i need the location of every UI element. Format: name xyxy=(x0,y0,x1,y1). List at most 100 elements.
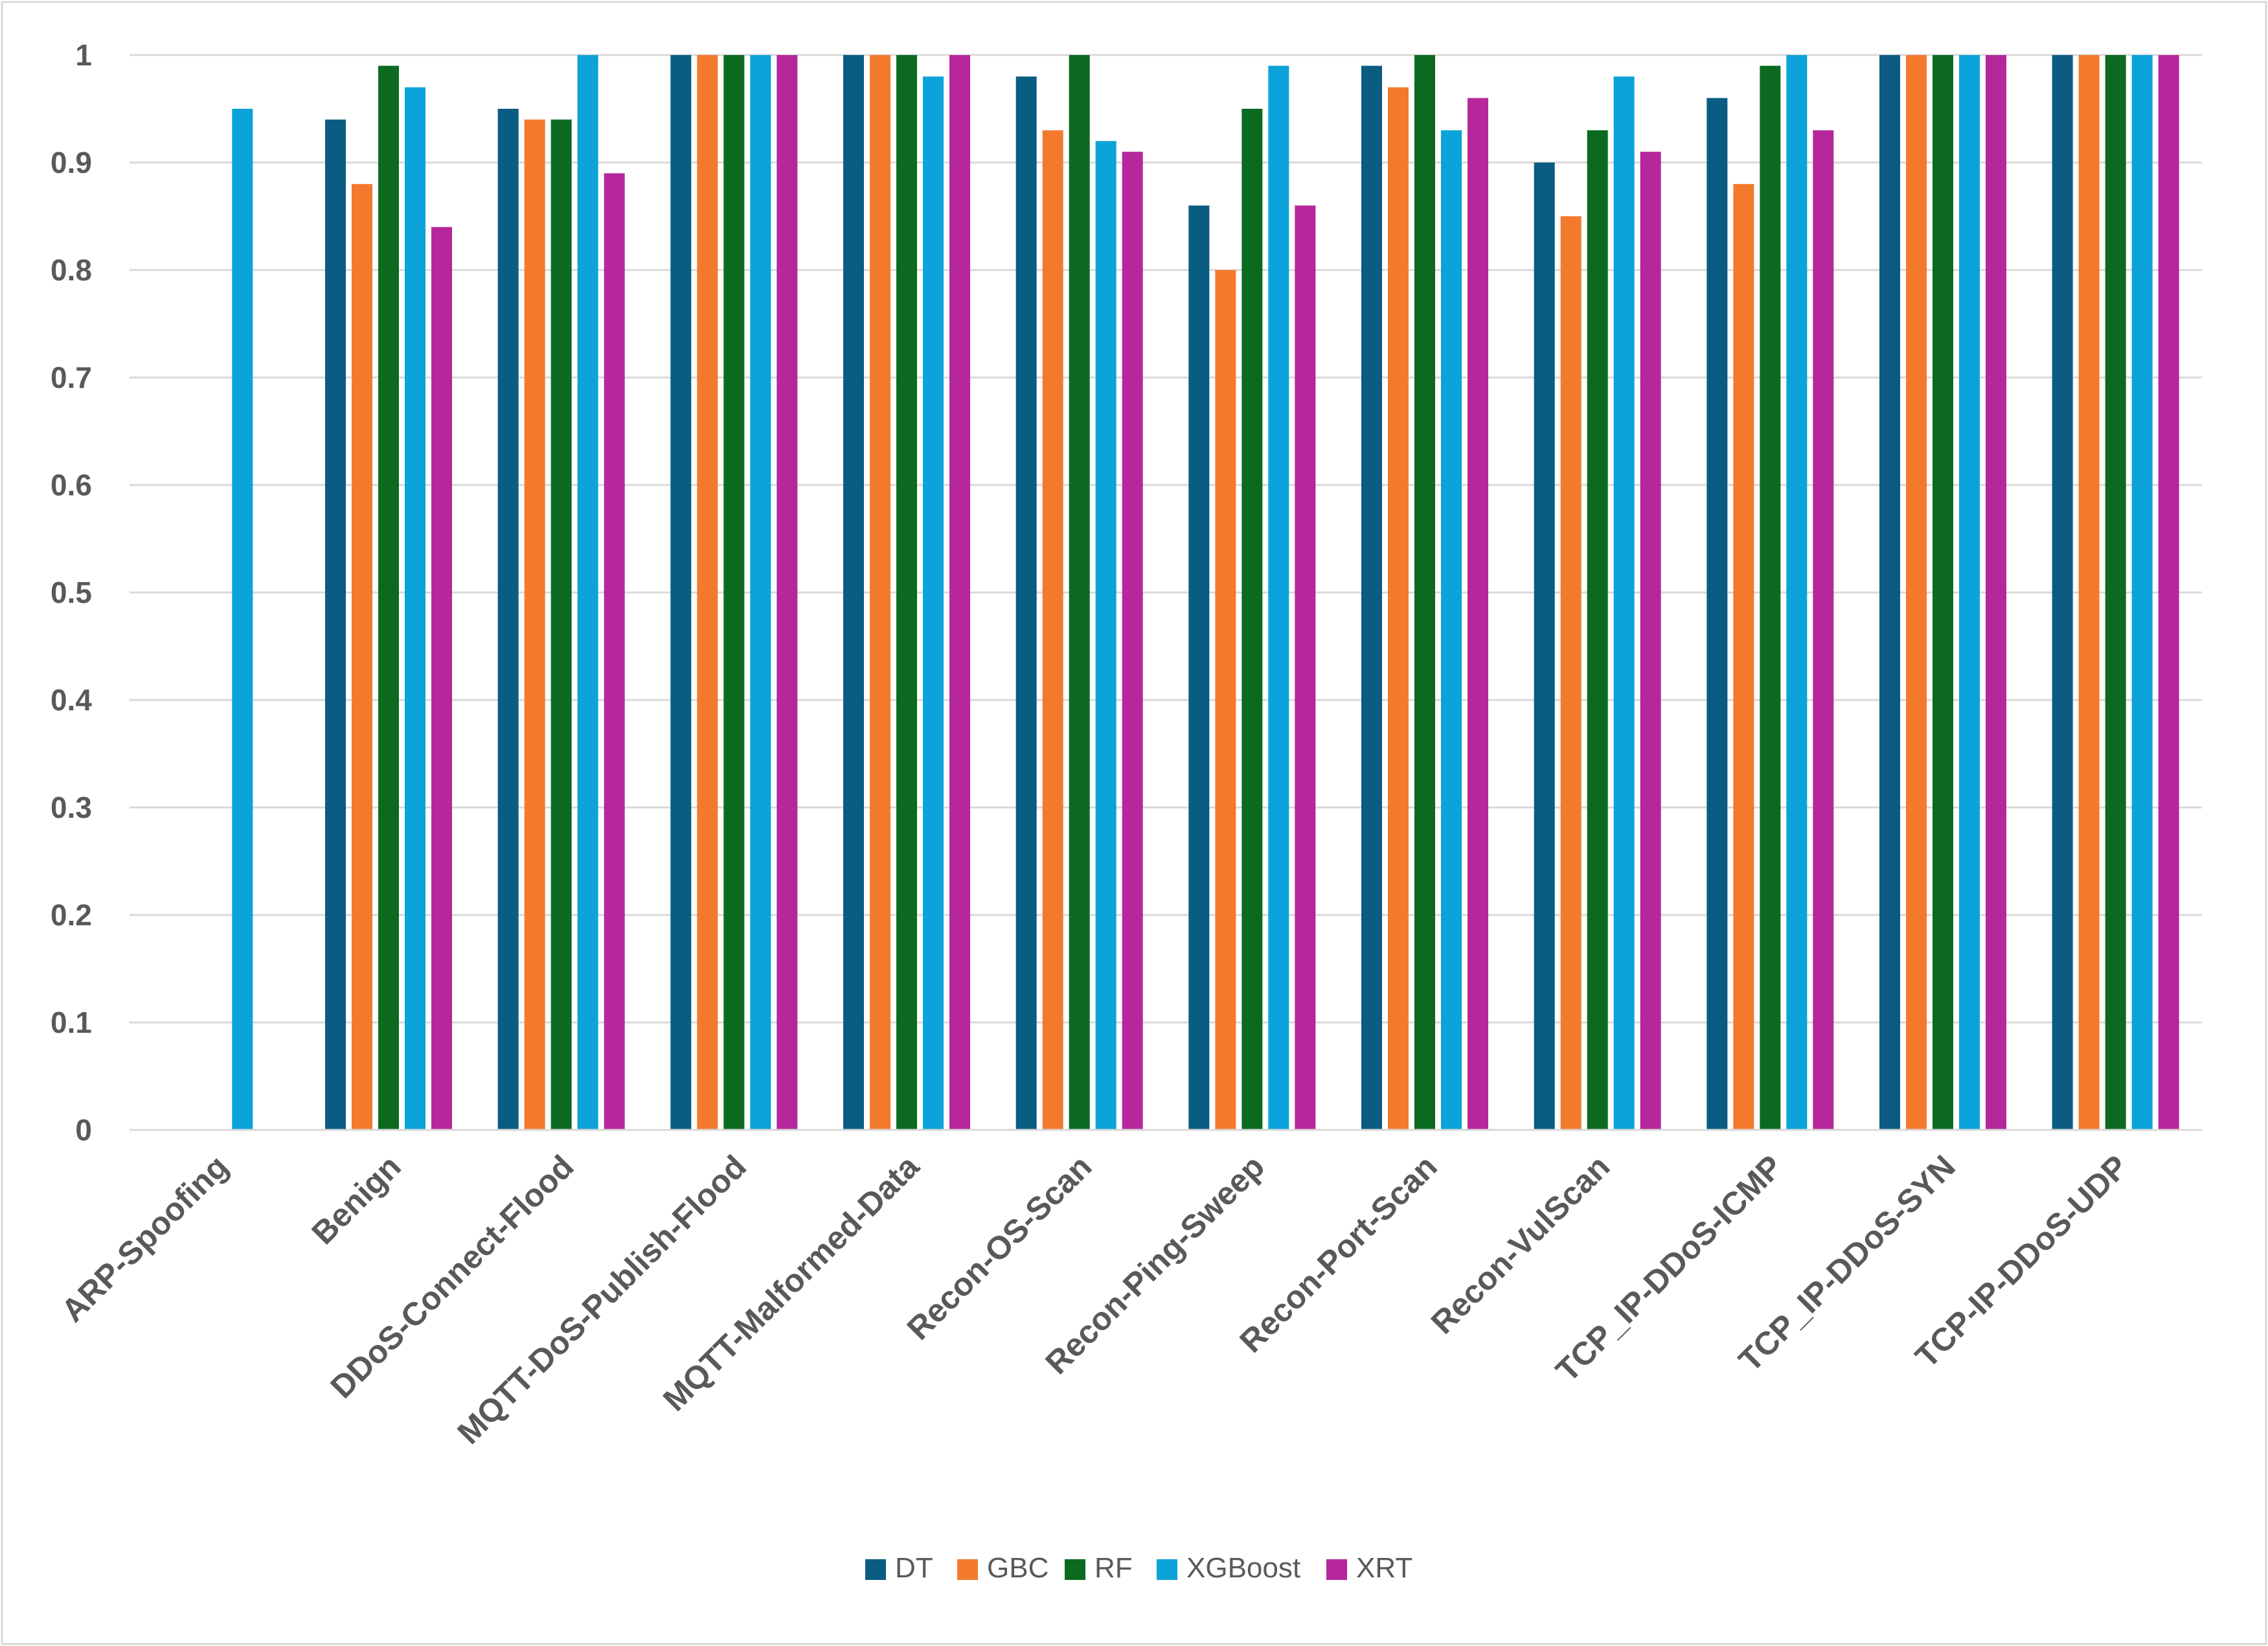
gridlines xyxy=(130,54,2202,1024)
bar-xrt: XRT — TCP_IP-DDoS-ICMP: 0.93 xyxy=(1813,130,1834,1131)
bars: XGBoost — ARP-Spoofing: 0.95 DT — Benign:… xyxy=(232,55,2179,1131)
bar-gbc: GBC — Recon-VulScan: 0.85 xyxy=(1560,216,1582,1130)
bar-xgboost: XGBoost — MQTT-DoS-Publish-Flood: 1 xyxy=(750,55,771,1130)
bar-dt: DT — DDoS-Connect-Flood: 0.95 xyxy=(497,109,519,1130)
legend-label: XRT xyxy=(1356,1552,1412,1584)
bar-group: DT — Recon-Port-Scan: 0.99 GBC — Recon-Po… xyxy=(1361,55,1488,1131)
bar-xrt: XRT — Benign: 0.84 xyxy=(431,227,452,1131)
bar-group: DT — DDoS-Connect-Flood: 0.95GBC — DDoS-… xyxy=(497,55,625,1131)
legend-swatch xyxy=(1326,1559,1347,1580)
legend-item-gbc[interactable]: GBC xyxy=(957,1552,1049,1584)
bar-rf: RF — TCP-IP-DDoS-UDP: 1 xyxy=(2105,55,2126,1130)
bar-group: DT — TCP-IP-DDoS-UDP: 1GBC — TCP-IP-DDoS… xyxy=(2052,55,2179,1130)
bar-xgboost: XGBoost — TCP_IP-DDoS-ICMP: 1 xyxy=(1786,55,1808,1130)
bar-rf: RF — Recon-Port-Scan: 1 xyxy=(1414,55,1435,1130)
bar-group: DT — TCP_IP-DDoS-ICMP: 0.96GBC — TCP_IP-… xyxy=(1707,55,1834,1131)
bar-group: DT — Recon-VulScan: 0.9GBC — Recon-VulSc… xyxy=(1534,76,1661,1131)
bar-gbc: GBC — Recon-Ping-Sweep: 0.8 xyxy=(1215,270,1236,1130)
y-tick-label: 0.5 xyxy=(51,576,92,609)
bar-xrt: XRT — MQTT-Malformed-Data: 1 xyxy=(949,55,970,1130)
legend-item-rf[interactable]: RF xyxy=(1065,1552,1133,1584)
y-tick-label: 0.2 xyxy=(51,898,92,932)
bar-rf: RF — Recon-VulScan: 0.93 xyxy=(1587,130,1608,1131)
legend-swatch xyxy=(957,1559,978,1580)
bar-gbc: GBC — Benign: 0.88 xyxy=(352,184,372,1131)
bar-group: DT — TCP_IP-DDoS-SYN: 1 GBC — TCP_IP-DDoS… xyxy=(1879,55,2006,1130)
bar-gbc: GBC — TCP-IP-DDoS-UDP: 1 xyxy=(2078,55,2100,1130)
bar-group: DT — Recon-OS-Scan: 0.98GBC — Recon-OS-S… xyxy=(1015,55,1143,1131)
bar-dt: DT — Recon-OS-Scan: 0.98 xyxy=(1015,76,1037,1131)
bar-rf: RF — TCP_IP-DDoS-ICMP: 0.99 xyxy=(1760,65,1781,1131)
bar-xgboost: XGBoost — Recon-VulScan: 0.98 xyxy=(1613,76,1635,1131)
bar-xrt: XRT — TCP-IP-DDoS-UDP: 1 xyxy=(2158,55,2179,1130)
y-tick-label: 1 xyxy=(75,38,92,72)
bar-xgboost: XGBoost — Recon-OS-Scan: 0.92 xyxy=(1095,141,1117,1130)
bar-gbc: GBC — Recon-OS-Scan: 0.93 xyxy=(1042,130,1063,1131)
y-tick-label: 0 xyxy=(75,1113,92,1147)
legend-item-dt[interactable]: DT xyxy=(865,1552,933,1584)
bar-xgboost: XGBoost — Recon-Ping-Sweep: 0.99 xyxy=(1268,65,1289,1131)
y-tick-label: 0.4 xyxy=(51,683,92,717)
bar-xrt: XRT — Recon-Port-Scan: 0.96 xyxy=(1468,98,1488,1130)
legend-label: XGBoost xyxy=(1186,1552,1300,1584)
legend-swatch xyxy=(1157,1559,1177,1580)
bar-gbc: GBC — TCP_IP-DDoS-SYN: 1 xyxy=(1906,55,1927,1130)
bar-rf: RF — Recon-Ping-Sweep: 0.95 xyxy=(1242,109,1263,1130)
bar-rf: RF — MQTT-Malformed-Data: 1 xyxy=(896,55,917,1130)
bar-gbc: GBC — Recon-Port-Scan: 0.97 xyxy=(1388,87,1409,1130)
bar-dt: DT — TCP_IP-DDoS-ICMP: 0.96 xyxy=(1707,98,1728,1130)
bar-gbc: GBC — DDoS-Connect-Flood: 0.94 xyxy=(524,119,545,1131)
legend-item-xgboost[interactable]: XGBoost xyxy=(1157,1552,1300,1584)
legend-label: RF xyxy=(1094,1552,1133,1584)
legend: DT GBC RF XGBoost XRT xyxy=(865,1552,1412,1584)
legend-item-xrt[interactable]: XRT xyxy=(1326,1552,1412,1584)
bar-group: DT — MQTT-DoS-Publish-Flood: 1GBC — MQTT… xyxy=(670,55,798,1130)
legend-label: GBC xyxy=(987,1552,1049,1584)
bar-dt: DT — Recon-Ping-Sweep: 0.86 xyxy=(1188,205,1210,1130)
bar-xrt: XRT — Recon-Ping-Sweep: 0.86 xyxy=(1295,205,1316,1130)
bar-dt: DT — Recon-Port-Scan: 0.99 xyxy=(1361,65,1382,1131)
legend-swatch xyxy=(865,1559,886,1580)
y-tick-label: 0.8 xyxy=(51,253,92,287)
bar-rf: RF — TCP_IP-DDoS-SYN: 1 xyxy=(1933,55,1953,1130)
y-tick-label: 0.6 xyxy=(51,468,92,502)
legend-swatch xyxy=(1065,1559,1085,1580)
y-tick-label: 0.3 xyxy=(51,791,92,824)
bar-rf: RF — Benign: 0.99 xyxy=(378,65,399,1131)
bar-dt: DT — Recon-VulScan: 0.9 xyxy=(1534,163,1555,1130)
bar-group: DT — Benign: 0.94 GBC — Benign: 0.88 RF — … xyxy=(325,65,452,1131)
bar-xrt: XRT — MQTT-DoS-Publish-Flood: 1 xyxy=(777,55,798,1130)
y-tick-label: 0.9 xyxy=(51,146,92,179)
bar-xgboost: XGBoost — ARP-Spoofing: 0.95 xyxy=(232,109,253,1130)
legend-label: DT xyxy=(895,1552,933,1584)
bar-dt: DT — MQTT-Malformed-Data: 1 xyxy=(843,55,864,1130)
y-tick-label: 0.7 xyxy=(51,361,92,394)
bar-dt: DT — TCP_IP-DDoS-SYN: 1 xyxy=(1879,55,1900,1130)
bar-dt: DT — TCP-IP-DDoS-UDP: 1 xyxy=(2052,55,2073,1130)
bar-xgboost: XGBoost — DDoS-Connect-Flood: 1 xyxy=(577,55,598,1130)
bar-xgboost: XGBoost — MQTT-Malformed-Data: 0.98 xyxy=(923,76,944,1131)
bar-dt: DT — Benign: 0.94 xyxy=(325,119,346,1131)
bar-xgboost: XGBoost — TCP-IP-DDoS-UDP: 1 xyxy=(2131,55,2153,1130)
bar-xgboost: XGBoost — TCP_IP-DDoS-SYN: 1 xyxy=(1959,55,1980,1130)
bar-xrt: XRT — Recon-OS-Scan: 0.91 xyxy=(1122,152,1143,1130)
bar-group: DT — Recon-Ping-Sweep: 0.86GBC — Recon-P… xyxy=(1188,65,1316,1131)
bar-rf: RF — Recon-OS-Scan: 1 xyxy=(1069,55,1090,1130)
bar-rf: RF — MQTT-DoS-Publish-Flood: 1 xyxy=(723,55,745,1130)
bar-gbc: GBC — TCP_IP-DDoS-ICMP: 0.88 xyxy=(1733,184,1754,1131)
bar-gbc: GBC — MQTT-Malformed-Data: 1 xyxy=(870,55,890,1130)
y-tick-labels: 0 0.1 0.2 0.3 0.4 0.5 0.6 0.7 0.8 0.9 1 xyxy=(51,38,92,1147)
bar-group: XGBoost — ARP-Spoofing: 0.95 xyxy=(232,109,253,1130)
bar-xrt: XRT — Recon-VulScan: 0.91 xyxy=(1640,152,1661,1130)
bar-xrt: XRT — DDoS-Connect-Flood: 0.89 xyxy=(604,173,625,1131)
bar-xrt: XRT — TCP_IP-DDoS-SYN: 1 xyxy=(1986,55,2006,1130)
y-tick-label: 0.1 xyxy=(51,1006,92,1039)
bar-group: DT — MQTT-Malformed-Data: 1 GBC — MQTT-Ma… xyxy=(843,55,970,1131)
bar-rf: RF — DDoS-Connect-Flood: 0.94 xyxy=(550,119,572,1131)
bar-xgboost: XGBoost — Benign: 0.97 xyxy=(405,87,425,1130)
bar-dt: DT — MQTT-DoS-Publish-Flood: 1 xyxy=(670,55,692,1130)
bar-xgboost: XGBoost — Recon-Port-Scan: 0.93 xyxy=(1441,130,1462,1131)
bar-gbc: GBC — MQTT-DoS-Publish-Flood: 1 xyxy=(697,55,718,1130)
